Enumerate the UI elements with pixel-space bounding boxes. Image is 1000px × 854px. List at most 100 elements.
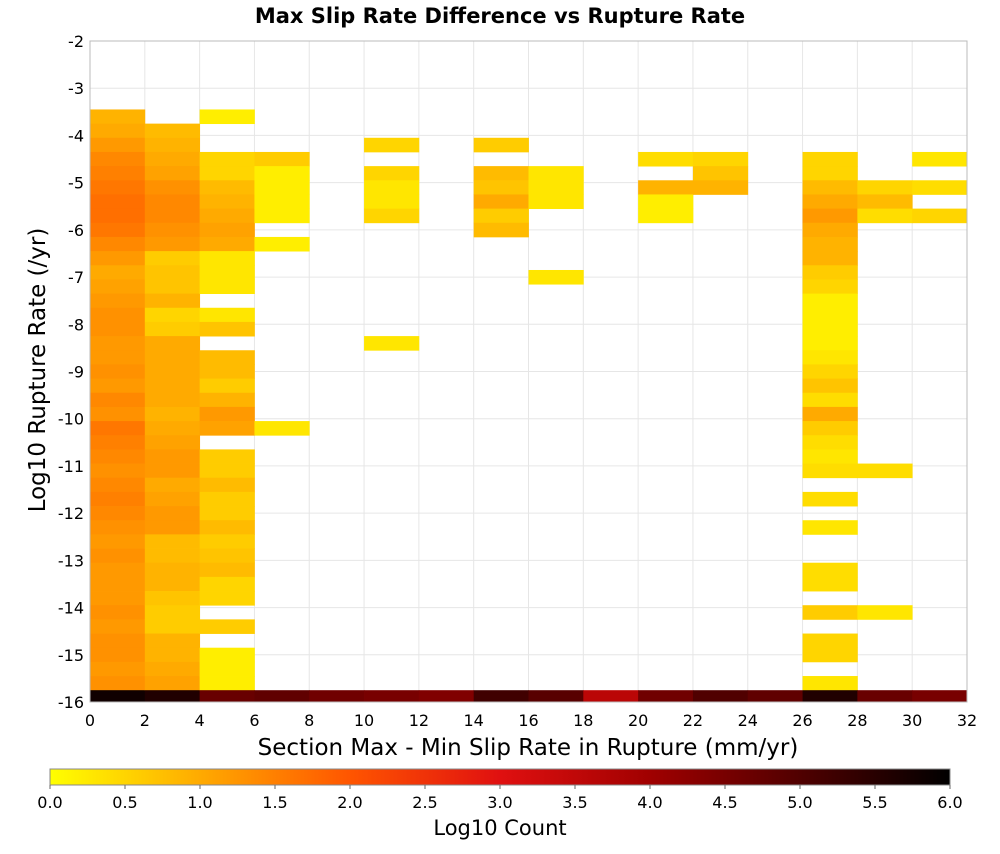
heatmap-cell <box>144 520 201 535</box>
heatmap-cell <box>199 265 255 280</box>
heatmap-cell <box>254 151 310 167</box>
heatmap-cell <box>802 520 858 535</box>
y-tick-label: -11 <box>58 457 84 476</box>
heatmap-cell <box>90 194 146 210</box>
heatmap-cell <box>90 180 146 195</box>
heatmap-cell <box>473 194 529 210</box>
heatmap-cell <box>144 123 201 139</box>
x-tick-label: 12 <box>409 711 429 730</box>
x-tick-label: 22 <box>683 711 703 730</box>
heatmap-cell <box>802 435 858 450</box>
heatmap-cell <box>912 180 968 195</box>
x-tick-label: 16 <box>518 711 538 730</box>
heatmap-cell <box>802 336 858 351</box>
heatmap-cell <box>90 208 146 224</box>
colorbar-label: Log10 Count <box>433 816 566 840</box>
heatmap-cell <box>199 477 255 493</box>
heatmap-cell <box>638 208 694 224</box>
y-tick-label: -6 <box>68 221 84 240</box>
heatmap-cell <box>144 491 201 507</box>
heatmap-cell <box>857 208 913 224</box>
heatmap-cell <box>857 690 913 703</box>
heatmap-cell <box>144 534 201 549</box>
heatmap-cell <box>364 690 420 703</box>
heatmap-cell <box>144 392 201 408</box>
heatmap-cell <box>90 364 146 379</box>
heatmap-cell <box>90 293 146 309</box>
heatmap-cell <box>638 151 694 167</box>
heatmap-cell <box>144 661 201 677</box>
heatmap-cell <box>144 364 201 379</box>
heatmap-cell <box>90 576 146 592</box>
heatmap-cell <box>364 336 420 351</box>
heatmap-cell <box>199 166 255 181</box>
heatmap-cell <box>144 166 201 181</box>
heatmap-cell <box>528 690 584 703</box>
heatmap-cell <box>802 463 858 479</box>
heatmap-cell <box>199 520 255 535</box>
heatmap-cell <box>144 137 201 153</box>
x-tick-label: 14 <box>464 711 484 730</box>
heatmap-cell <box>90 123 146 139</box>
heatmap-cell <box>199 406 255 422</box>
x-tick-label: 6 <box>249 711 259 730</box>
x-tick-label: 10 <box>354 711 374 730</box>
x-tick-label: 28 <box>847 711 867 730</box>
heatmap-cell <box>90 661 146 677</box>
heatmap-cell <box>144 562 201 578</box>
heatmap-cell <box>144 321 201 337</box>
colorbar-tick-label: 1.5 <box>262 793 287 812</box>
heatmap-cell <box>802 279 858 294</box>
heatmap-cell <box>199 690 255 703</box>
heatmap-cell <box>802 562 858 578</box>
heatmap-cell <box>199 491 255 507</box>
heatmap-cells <box>90 109 968 703</box>
heatmap-cell <box>473 208 529 224</box>
heatmap-cell <box>912 208 968 224</box>
heatmap-cell <box>144 151 201 167</box>
heatmap-cell <box>90 406 146 422</box>
heatmap-cell <box>144 633 201 649</box>
heatmap-cell <box>802 307 858 323</box>
heatmap-cell <box>90 435 146 450</box>
y-tick-label: -3 <box>68 79 84 98</box>
x-tick-label: 4 <box>195 711 205 730</box>
colorbar-tick-label: 4.5 <box>712 793 737 812</box>
heatmap-cell <box>90 279 146 294</box>
heatmap-cell <box>90 222 146 238</box>
y-tick-label: -10 <box>58 410 84 429</box>
heatmap-cell <box>309 690 365 703</box>
heatmap-cell <box>802 605 858 620</box>
heatmap-cell <box>90 619 146 634</box>
heatmap-cell <box>254 180 310 195</box>
heatmap-cell <box>199 194 255 210</box>
heatmap-cell <box>802 208 858 224</box>
heatmap-cell <box>199 449 255 464</box>
heatmap-cell <box>254 208 310 224</box>
heatmap-cell <box>144 449 201 464</box>
heatmap-cell <box>90 166 146 181</box>
heatmap-cell <box>802 633 858 649</box>
heatmap-cell <box>528 180 584 195</box>
heatmap-cell <box>857 180 913 195</box>
heatmap-cell <box>199 151 255 167</box>
heatmap-cell <box>254 690 310 703</box>
heatmap-cell <box>144 279 201 294</box>
heatmap-cell <box>473 166 529 181</box>
heatmap-cell <box>199 562 255 578</box>
y-tick-label: -15 <box>58 646 84 665</box>
heatmap-cell <box>144 605 201 620</box>
heatmap-cell <box>802 265 858 280</box>
heatmap-cell <box>199 109 255 125</box>
heatmap-cell <box>199 364 255 379</box>
heatmap-cell <box>199 279 255 294</box>
x-tick-label: 18 <box>573 711 593 730</box>
colorbar-tick-label: 0.0 <box>37 793 62 812</box>
heatmap-cell <box>364 208 420 224</box>
heatmap-cell <box>528 194 584 210</box>
heatmap-cell <box>199 378 255 394</box>
heatmap-cell <box>802 690 858 703</box>
y-tick-label: -9 <box>68 363 84 382</box>
heatmap-cell <box>199 251 255 266</box>
